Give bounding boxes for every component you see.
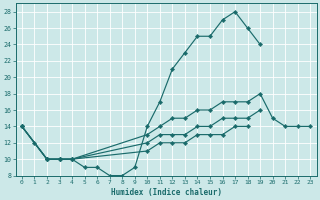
- X-axis label: Humidex (Indice chaleur): Humidex (Indice chaleur): [111, 188, 221, 197]
